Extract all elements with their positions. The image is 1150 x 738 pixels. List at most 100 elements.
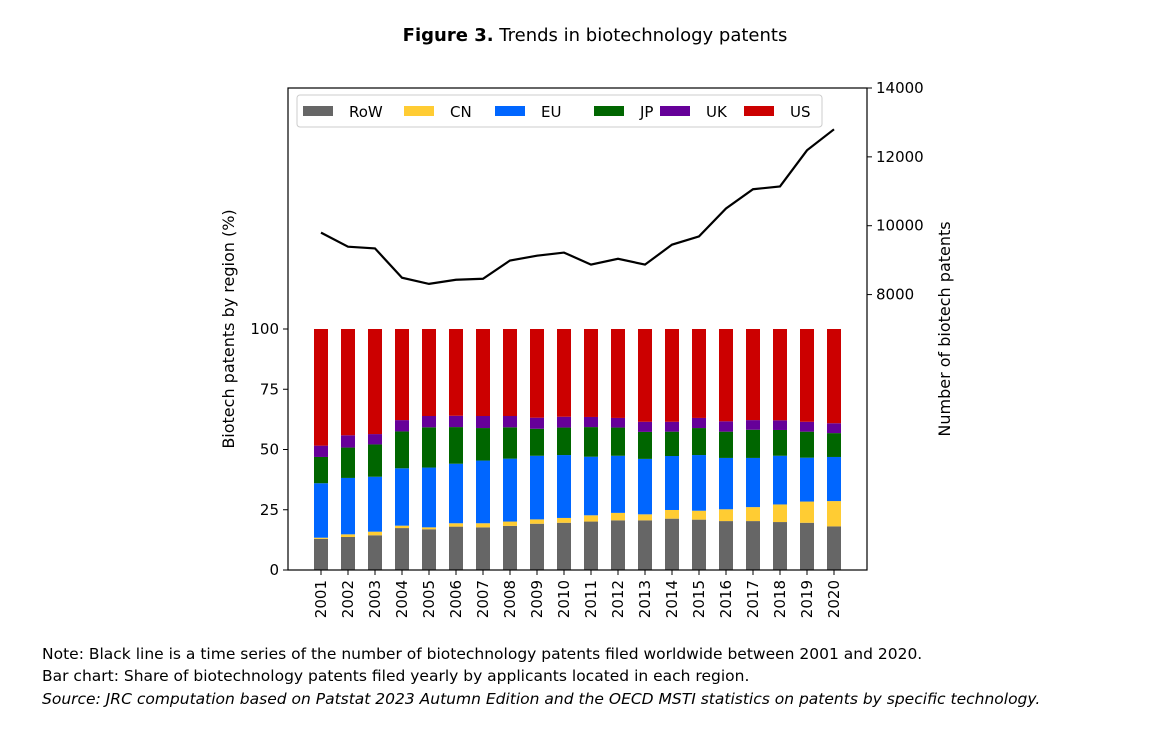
bar-row-2003 [368,535,382,570]
legend-label-us: US [790,103,811,121]
bar-jp-2005 [422,427,436,468]
x-tick-label: 2011 [582,580,600,618]
y-right-tick-label: 12000 [876,148,924,166]
bar-cn-2005 [422,527,436,530]
bar-us-2005 [422,329,436,417]
bar-jp-2010 [557,427,571,456]
bar-jp-2001 [314,456,328,484]
bar-us-2006 [449,329,463,416]
bar-eu-2013 [638,458,652,515]
bar-eu-2001 [314,483,328,538]
bar-cn-2010 [557,517,571,523]
bar-jp-2009 [530,428,544,456]
bar-row-2011 [584,521,598,570]
bar-jp-2007 [476,428,490,461]
bar-cn-2017 [746,507,760,522]
bar-row-2007 [476,527,490,570]
bar-uk-2009 [530,417,544,429]
x-tick-label: 2017 [744,580,762,618]
patents-chart: Figure 3. Trends in biotechnology patent… [219,25,954,618]
bar-jp-2020 [827,433,841,457]
bar-jp-2015 [692,428,706,456]
x-tick-label: 2002 [339,580,357,618]
bar-row-2012 [611,520,625,570]
bar-eu-2019 [800,457,814,502]
bar-us-2017 [746,329,760,421]
figure-number: Figure 3. [403,25,494,46]
y-axis-label: Biotech patents by region (%) [219,209,238,448]
bar-uk-2003 [368,434,382,445]
bar-us-2020 [827,329,841,424]
bar-uk-2008 [503,416,517,428]
bar-jp-2017 [746,429,760,458]
bar-row-2013 [638,520,652,570]
bar-row-2006 [449,526,463,570]
legend-box [296,94,823,128]
bar-eu-2008 [503,458,517,522]
bar-eu-2017 [746,457,760,508]
bar-us-2014 [665,329,679,422]
legend-swatch-eu [495,106,525,116]
bar-cn-2002 [341,534,355,537]
y-right-tick-label: 8000 [876,286,914,304]
figure-title: Figure 3. Trends in biotechnology patent… [403,25,788,46]
bar-us-2007 [476,329,490,417]
x-tick-label: 2018 [771,580,789,618]
bar-cn-2003 [368,531,382,536]
x-tick-label: 2013 [636,580,654,618]
y-tick-label: 75 [260,380,279,398]
bar-us-2018 [773,329,787,421]
bar-eu-2011 [584,456,598,516]
bar-uk-2018 [773,420,787,430]
figure-title-text: Trends in biotechnology patents [494,25,788,46]
bar-us-2019 [800,329,814,422]
x-tick-label: 2020 [825,580,843,618]
legend-label-cn: CN [450,103,472,121]
x-tick-label: 2003 [366,580,384,618]
bar-row-2017 [746,521,760,570]
bar-eu-2005 [422,467,436,528]
bar-us-2013 [638,329,652,422]
y-tick-label: 25 [260,501,279,519]
legend-label-eu: EU [541,103,561,121]
bar-us-2004 [395,329,409,421]
bar-jp-2006 [449,427,463,464]
bar-eu-2014 [665,456,679,510]
legend-label-jp: JP [639,103,653,121]
bar-eu-2010 [557,455,571,518]
y-tick-label: 100 [250,320,279,338]
bar-uk-2005 [422,416,436,428]
bar-cn-2019 [800,501,814,523]
bar-jp-2014 [665,431,679,457]
bar-row-2010 [557,522,571,570]
bar-uk-2012 [611,417,625,428]
x-tick-label: 2006 [447,580,465,618]
bar-uk-2019 [800,421,814,432]
y-axis-right-label: Number of biotech patents [935,221,954,436]
bar-cn-2007 [476,523,490,528]
bar-uk-2015 [692,417,706,429]
bar-us-2003 [368,329,382,435]
bar-cn-2011 [584,515,598,522]
bar-eu-2020 [827,456,841,502]
bar-cn-2006 [449,523,463,527]
bar-row-2008 [503,525,517,570]
legend-swatch-jp [594,106,624,116]
bar-us-2009 [530,329,544,418]
bar-uk-2010 [557,416,571,428]
legend-swatch-us [744,106,774,116]
bar-jp-2008 [503,427,517,459]
bar-cn-2018 [773,504,787,523]
bar-jp-2002 [341,447,355,478]
bar-cn-2008 [503,521,517,526]
bar-cn-2012 [611,512,625,521]
bar-us-2016 [719,329,733,422]
bar-us-2011 [584,329,598,417]
legend-swatch-row [303,106,333,116]
bar-cn-2004 [395,525,409,529]
bar-cn-2014 [665,509,679,519]
bar-eu-2003 [368,476,382,532]
bar-cn-2015 [692,510,706,520]
bar-row-2016 [719,521,733,570]
bar-row-2009 [530,523,544,570]
